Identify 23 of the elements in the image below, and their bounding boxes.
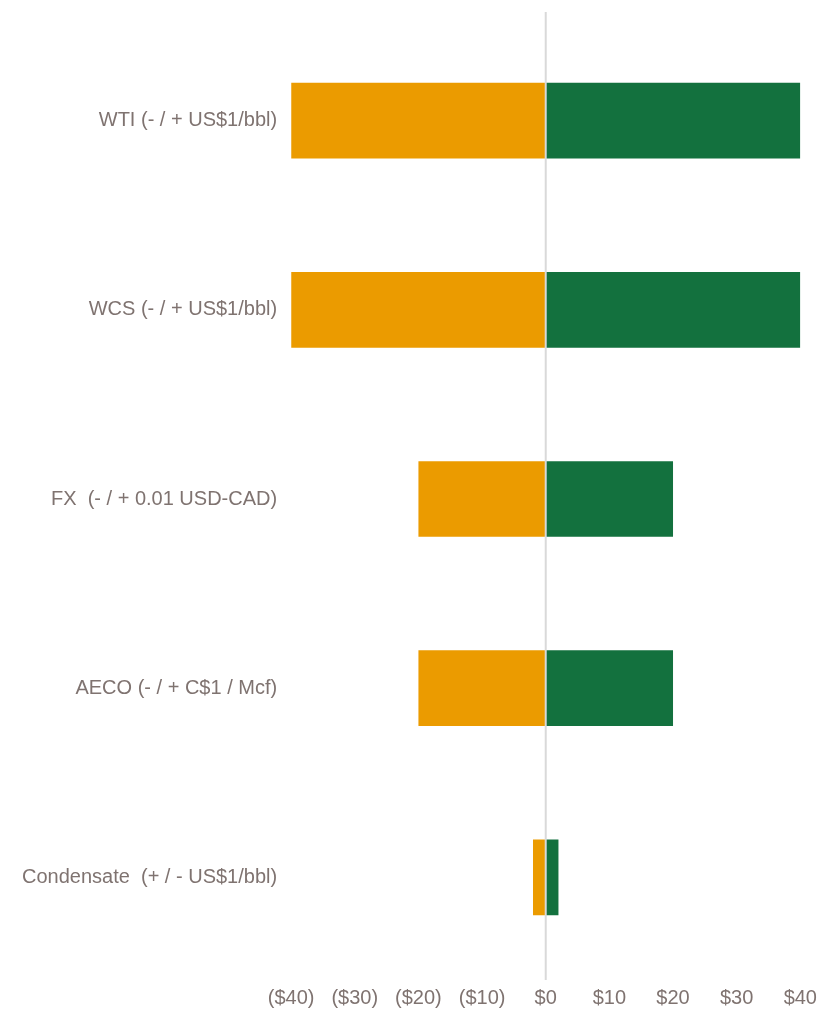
bar [291,271,546,348]
x-tick-label: $40 [783,985,817,1008]
y-tick-label: Condensate (+ / - US$1/bbl) [22,864,278,887]
x-tick-label: ($30) [331,985,379,1008]
bar [545,271,801,348]
bar [533,839,546,916]
bar [545,650,674,727]
x-tick-label: ($40) [267,985,315,1008]
bar [418,461,546,537]
y-tick-label: WTI (- / + US$1/bbl) [98,108,278,131]
bar [545,82,801,159]
x-tick-label: $10 [592,985,627,1008]
x-tick-label: ($10) [458,985,506,1008]
bar [291,82,546,159]
bar [545,461,674,537]
y-tick-label: FX (- / + 0.01 USD-CAD) [50,486,278,509]
x-tick-label: ($20) [395,985,442,1008]
x-tick-label: $20 [656,985,690,1008]
y-tick-label: WCS (- / + US$1/bbl) [88,297,278,320]
x-tick-label: $30 [719,985,754,1008]
bar [418,650,546,727]
x-tick-label: $0 [534,985,557,1008]
y-tick-label: AECO (- / + C$1 / Mcf) [75,675,278,698]
